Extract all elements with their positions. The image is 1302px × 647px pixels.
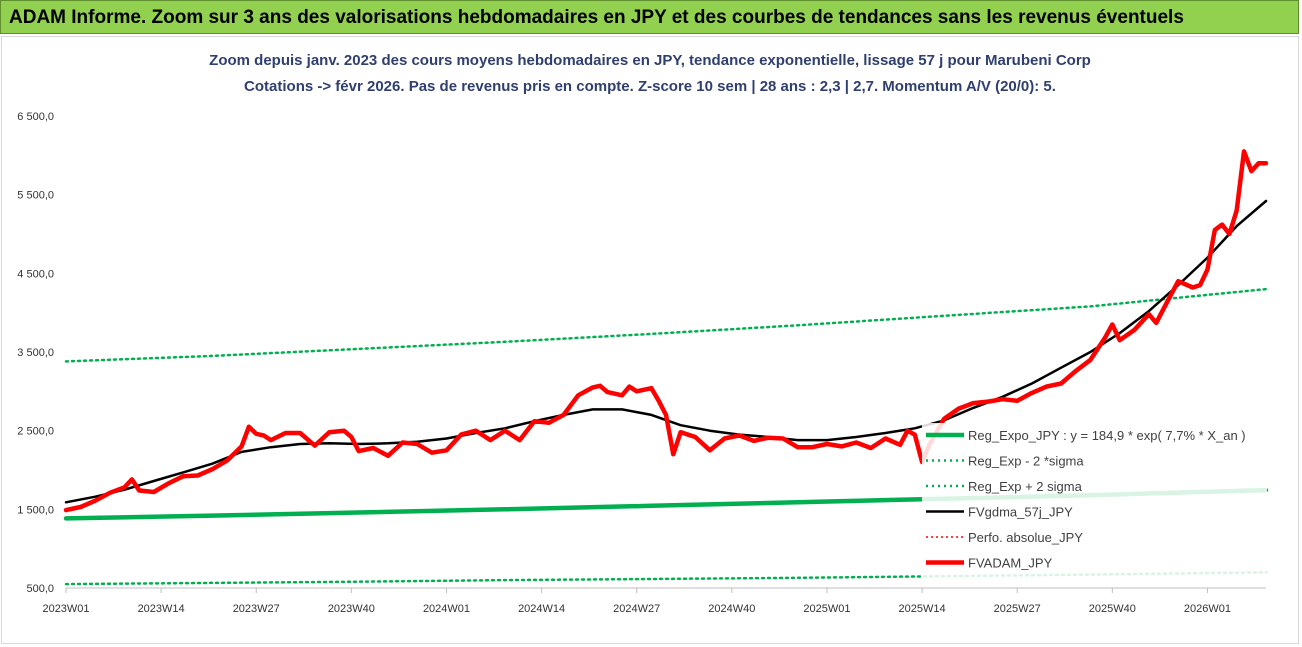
x-tick-label: 2024W01 xyxy=(423,603,470,615)
x-tick-label: 2025W40 xyxy=(1089,603,1136,615)
y-tick-label: 3 500,0 xyxy=(17,347,54,359)
x-tick-label: 2024W14 xyxy=(518,603,565,615)
legend-label: FVADAM_JPY xyxy=(968,556,1053,571)
x-tick-label: 2024W27 xyxy=(613,603,660,615)
legend-label: Reg_Expo_JPY : y = 184,9 * exp( 7,7% * X… xyxy=(968,428,1246,443)
y-tick-label: 6 500,0 xyxy=(17,111,54,123)
y-tick-label: 5 500,0 xyxy=(17,190,54,202)
x-tick-label: 2023W01 xyxy=(42,603,89,615)
reg-exp-plus-2sigma-line xyxy=(64,287,1268,363)
chart-legend: Reg_Expo_JPY : y = 184,9 * exp( 7,7% * X… xyxy=(922,423,1267,578)
chart-title: Zoom depuis janv. 2023 des cours moyens … xyxy=(209,52,1091,69)
x-tick-label: 2023W40 xyxy=(328,603,375,615)
legend-label: FVgdma_57j_JPY xyxy=(968,505,1073,520)
x-tick-label: 2023W27 xyxy=(233,603,280,615)
x-tick-label: 2025W01 xyxy=(803,603,850,615)
y-tick-label: 2 500,0 xyxy=(17,426,54,438)
legend-box xyxy=(922,423,1267,578)
report-banner: ADAM Informe. Zoom sur 3 ans des valoris… xyxy=(0,0,1299,34)
chart-axes: 500,0 1 500,0 2 500,0 3 500,0 4 500,0 5 500,0… xyxy=(17,111,1266,615)
y-tick-label: 1 500,0 xyxy=(17,504,54,516)
report-title: ADAM Informe. Zoom sur 3 ans des valoris… xyxy=(9,7,1184,28)
x-tick-label: 2024W40 xyxy=(708,603,755,615)
reg-exp-minus-2sigma-line xyxy=(64,571,1268,586)
x-tick-label: 2025W14 xyxy=(899,603,946,615)
y-tick-label: 500,0 xyxy=(26,583,54,595)
legend-label: Reg_Exp - 2 *sigma xyxy=(968,454,1084,469)
y-tick-label: 4 500,0 xyxy=(17,268,54,280)
chart-subtitle: Cotations -> févr 2026. Pas de revenus p… xyxy=(244,78,1056,95)
fvadam-line xyxy=(63,149,1269,513)
x-tick-label: 2026W01 xyxy=(1184,603,1231,615)
x-tick-label: 2025W27 xyxy=(994,603,1041,615)
x-tick-label: 2023W14 xyxy=(138,603,185,615)
legend-label: Reg_Exp + 2 sigma xyxy=(968,479,1083,494)
legend-label: Perfo. absolue_JPY xyxy=(968,530,1083,545)
